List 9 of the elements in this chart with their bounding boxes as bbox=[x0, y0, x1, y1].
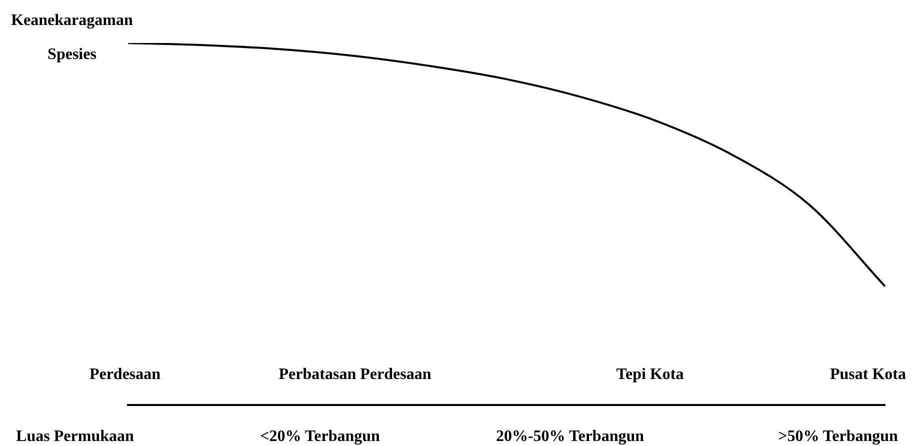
text: <20% Terbangun bbox=[260, 428, 380, 446]
text: 20%-50% Terbangun bbox=[496, 428, 644, 446]
y-axis-title: Keanekaragaman Spesies bbox=[10, 11, 134, 65]
annotation: Perbatasan Perdesaan bbox=[278, 366, 432, 384]
annotation: Tepi Kota bbox=[616, 366, 684, 384]
text: >50% Terbangun bbox=[778, 428, 898, 446]
text: Luas Permukaan bbox=[16, 428, 134, 446]
annotation: Pusat Kota bbox=[830, 366, 906, 384]
annotation: Perdesaan bbox=[89, 366, 161, 384]
